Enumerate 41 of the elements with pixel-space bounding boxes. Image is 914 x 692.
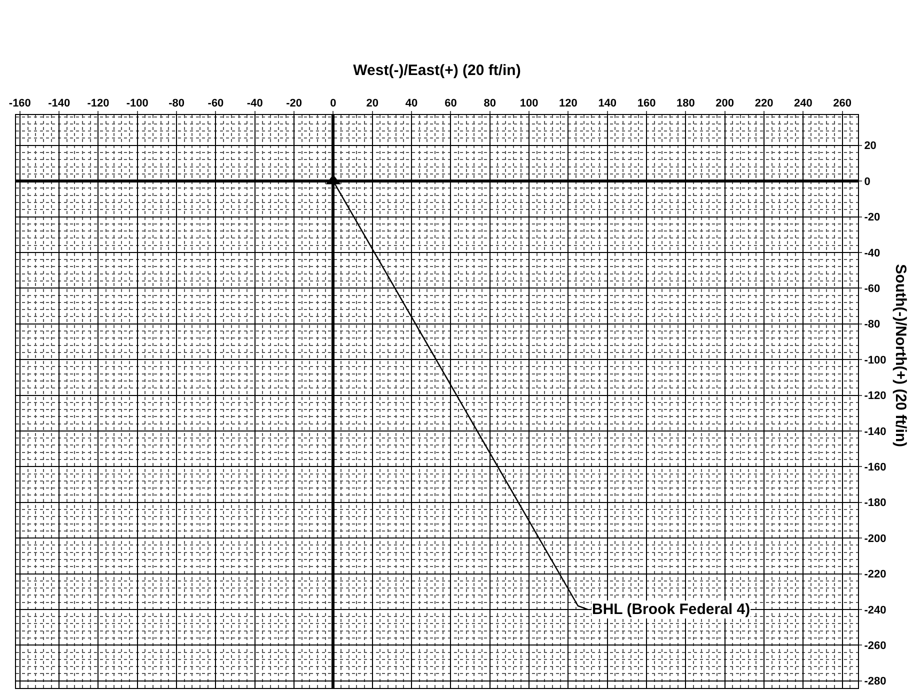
x-tick-label: -160 [8,98,31,110]
y-tick-label: -220 [864,568,886,581]
y-tick-label: -40 [864,247,880,260]
x-tick-label: 220 [754,98,774,110]
x-tick-label: -140 [48,98,70,110]
y-tick-label: -140 [864,426,886,438]
y-tick-label: -100 [864,354,886,366]
x-tick-label: 60 [444,98,457,110]
y-tick-label: -240 [864,604,886,616]
x-tick-label: -20 [286,98,302,110]
x-tick-label: 120 [559,98,578,110]
x-tick-label: 80 [484,98,496,110]
y-tick-label: -60 [864,283,880,295]
x-tick-label: -100 [126,98,148,110]
y-axis-title: South(-)/North(+) (20 ft/in) [892,264,910,448]
x-tick-label: 240 [794,98,812,110]
x-tick-label: 0 [330,98,336,110]
y-tick-label: -260 [864,640,886,652]
x-tick-label: -40 [246,98,263,110]
x-tick-label: -80 [168,98,185,110]
x-tick-label: -120 [87,98,110,110]
y-tick-label: 0 [864,176,870,188]
x-tick-label: -60 [208,98,224,110]
annotation: BHL (Brook Federal 4) [592,601,750,618]
y-tick-label: 20 [864,140,876,152]
x-tick-label: 200 [716,98,734,110]
x-tick-label: 40 [405,98,418,110]
x-tick-label: 160 [637,98,656,110]
y-tick-label: -280 [864,676,886,688]
x-tick-label: 180 [676,98,695,110]
y-tick-label: -200 [864,532,886,545]
y-tick-label: -20 [864,212,880,224]
x-tick-label: 140 [598,98,617,110]
x-tick-label: 100 [520,98,538,110]
y-tick-label: -80 [864,318,880,331]
y-tick-label: -180 [864,497,886,510]
x-axis-title: West(-)/East(+) (20 ft/in) [353,62,521,79]
y-tick-label: -160 [864,462,886,474]
x-tick-label: 20 [366,98,379,110]
x-tick-label: 260 [833,98,852,110]
y-tick-label: -120 [864,390,886,402]
